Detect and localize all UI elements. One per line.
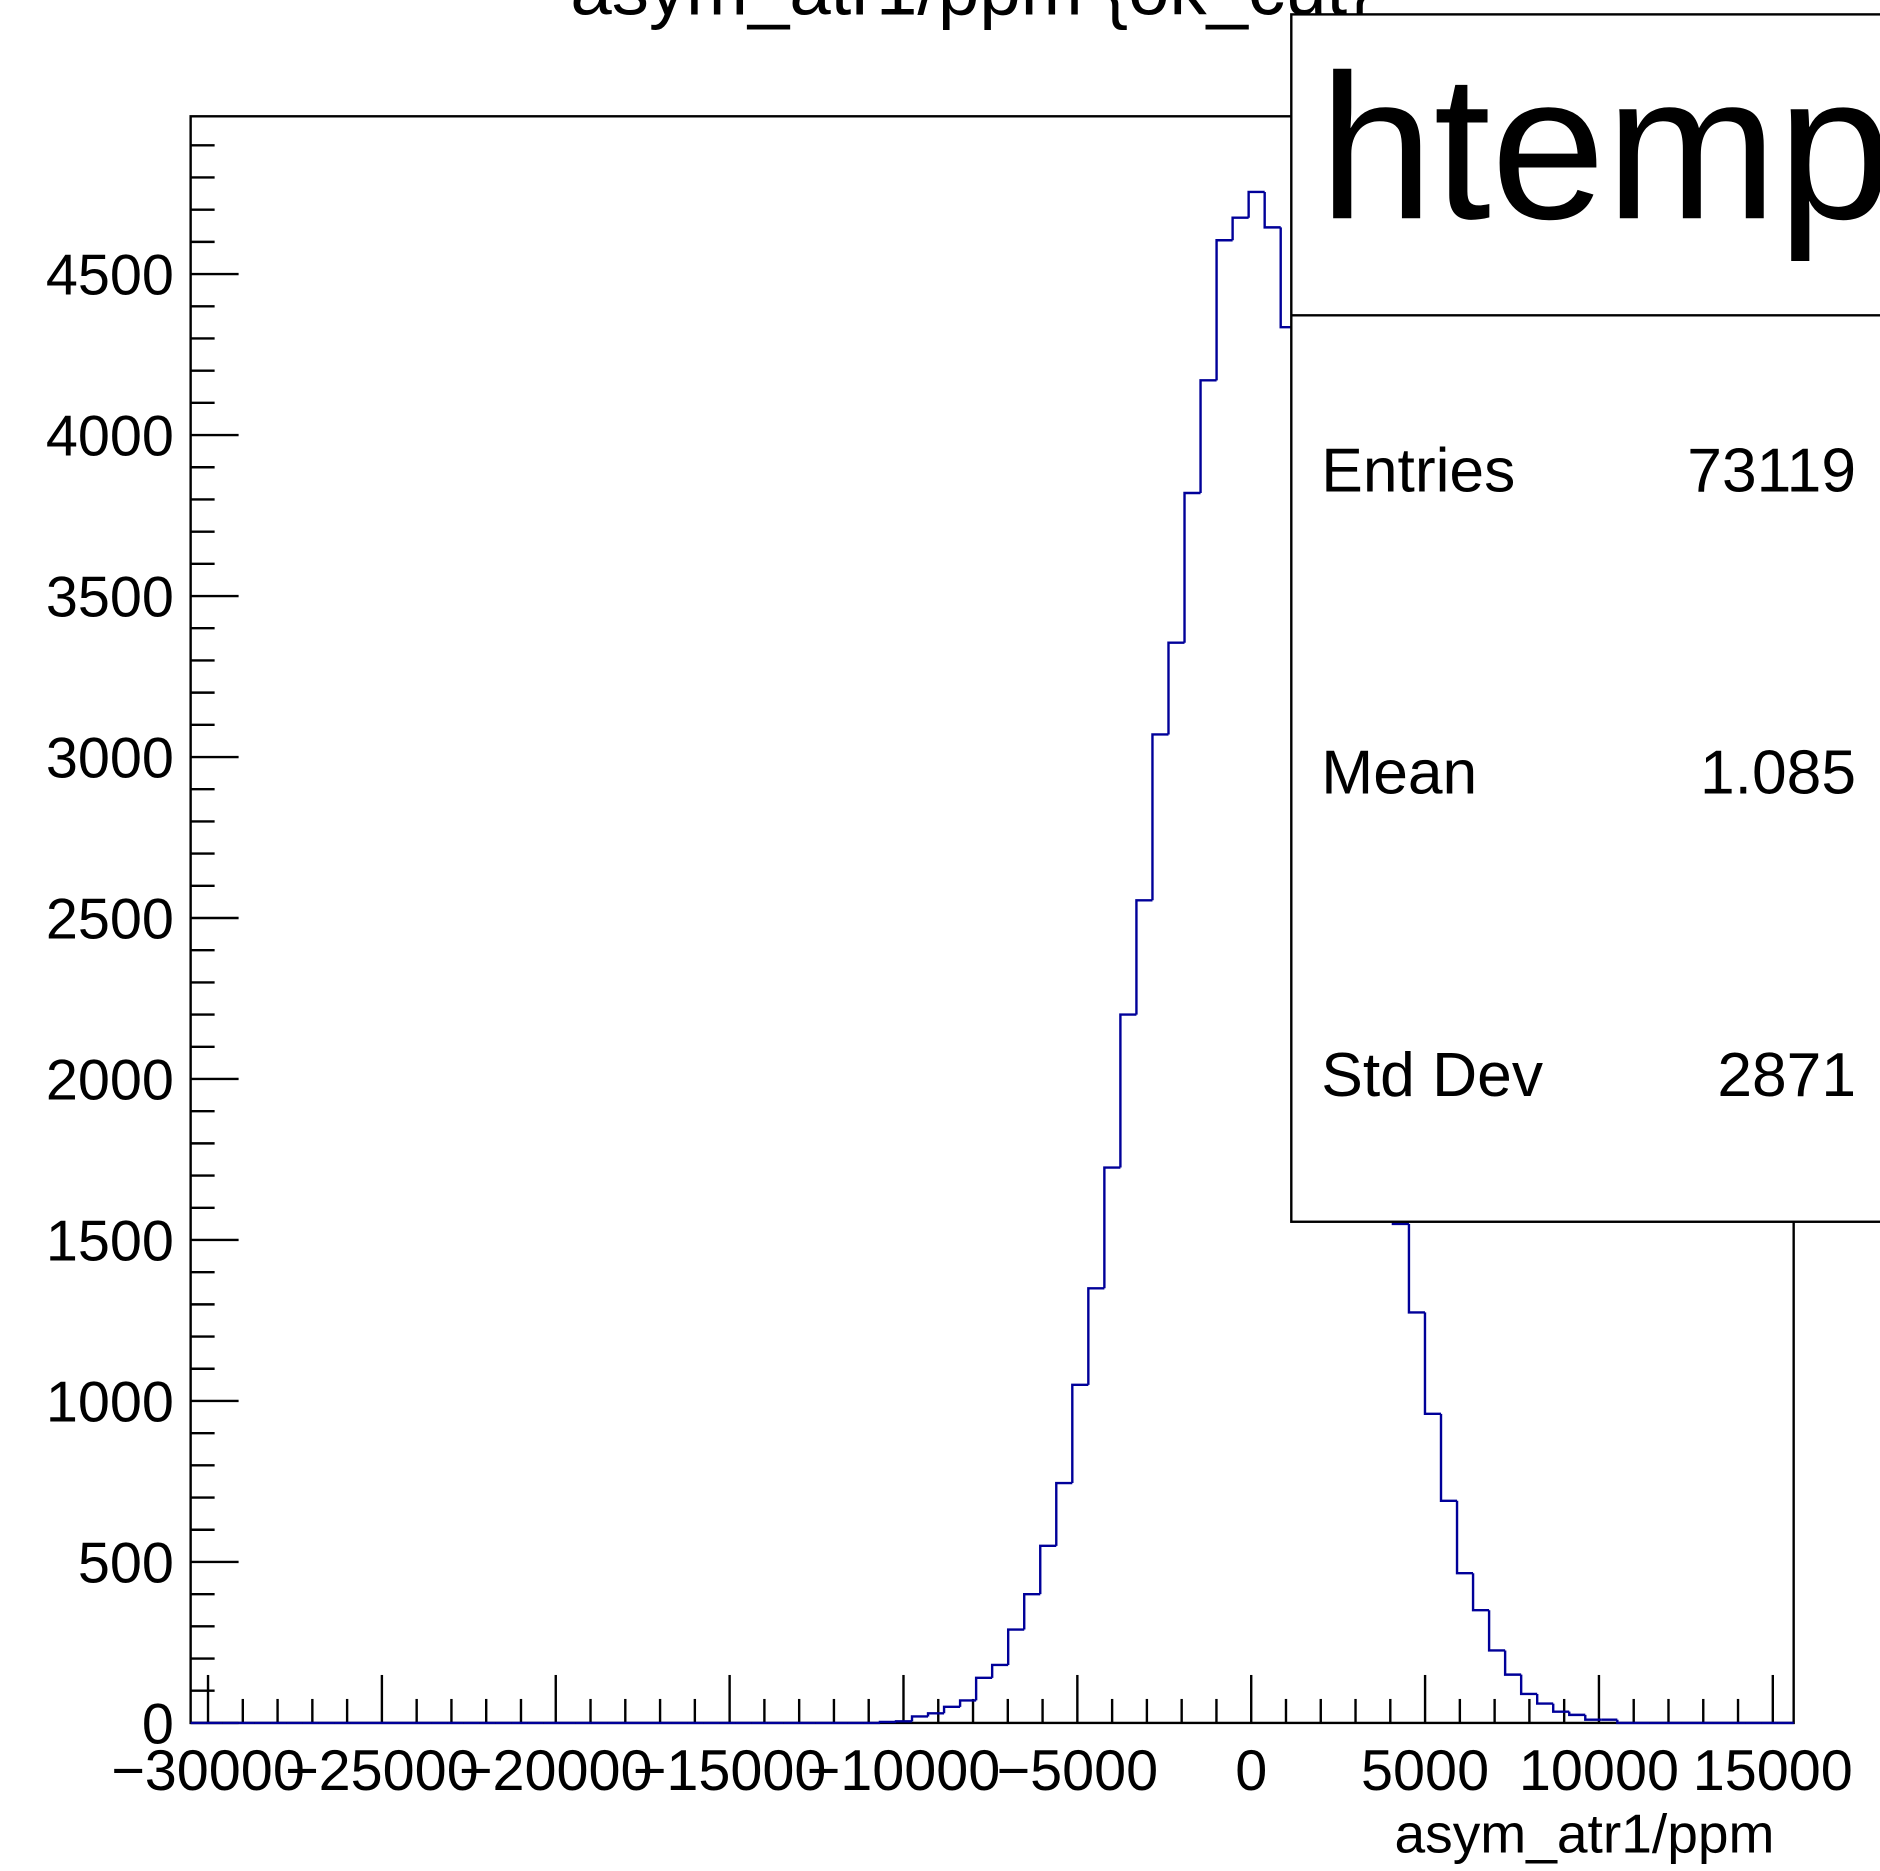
stats-title: htemp	[1319, 31, 1880, 262]
histogram-bin	[1455, 1500, 1474, 1575]
stats-value: 2871	[1717, 1041, 1856, 1110]
histogram-bin	[942, 1705, 961, 1714]
x-tick-label: −30000	[111, 1739, 305, 1803]
histogram-bin	[1087, 1287, 1105, 1385]
histogram-bin	[1471, 1573, 1490, 1612]
histogram-bin	[1023, 1592, 1041, 1630]
x-tick-label: 10000	[1519, 1739, 1679, 1803]
y-tick-label: 1500	[46, 1209, 174, 1273]
histogram-bin	[1616, 1719, 1634, 1725]
y-tick-label: 1000	[46, 1370, 174, 1434]
stats-box	[1290, 13, 1880, 1223]
histogram-bin	[1535, 1693, 1554, 1705]
x-tick-label: −10000	[807, 1739, 1001, 1803]
histogram-bin	[1183, 491, 1201, 643]
histogram-bin	[974, 1676, 993, 1701]
y-tick-label: 3000	[46, 726, 174, 790]
histogram-bin	[1119, 1013, 1137, 1168]
x-tick-label: 5000	[1361, 1739, 1489, 1803]
stats-label: Std Dev	[1321, 1041, 1543, 1110]
chart-title: asym_atr1/ppm {ok_cut}	[570, 0, 1372, 30]
histogram-bin	[910, 1715, 929, 1722]
histogram-bin	[990, 1663, 1009, 1678]
histogram-bin	[894, 1720, 913, 1723]
histogram-bin	[1039, 1544, 1057, 1595]
x-tick-label: −25000	[285, 1739, 479, 1803]
stats-label: Entries	[1321, 437, 1515, 506]
histogram-bin	[1519, 1674, 1538, 1696]
histogram-bin	[958, 1699, 977, 1707]
x-tick-label: −20000	[459, 1739, 653, 1803]
histogram-bin	[1006, 1628, 1025, 1665]
stats-value: 73119	[1687, 437, 1856, 506]
histogram-bin	[926, 1712, 945, 1717]
histogram-bin	[1231, 216, 1249, 241]
x-tick-label: −5000	[997, 1739, 1159, 1803]
histogram-bin	[1071, 1383, 1089, 1484]
histogram-bin	[1439, 1413, 1458, 1502]
histogram-bin	[1552, 1703, 1570, 1713]
x-tick-label: 0	[1235, 1739, 1267, 1803]
histogram-bin	[1151, 733, 1169, 901]
histogram-bin	[1247, 190, 1265, 218]
histogram-bin	[1584, 1714, 1602, 1721]
y-tick-label: 3500	[46, 565, 174, 629]
histogram-bin	[1487, 1610, 1506, 1652]
y-tick-label: 2500	[46, 887, 174, 951]
histogram-bin	[1503, 1650, 1522, 1676]
histogram-bin	[1215, 239, 1233, 381]
histogram-bin	[1167, 641, 1185, 735]
y-tick-label: 0	[142, 1692, 174, 1756]
histogram-bin	[1103, 1166, 1121, 1289]
stats-value: 1.085	[1700, 739, 1856, 808]
histogram-bin	[878, 1720, 896, 1724]
histogram-bin	[1263, 191, 1281, 229]
histogram-bin	[1423, 1312, 1442, 1416]
y-tick-label: 500	[78, 1531, 174, 1595]
y-tick-label: 4000	[46, 404, 174, 468]
y-tick-label: 4500	[46, 243, 174, 307]
x-axis-label: asym_atr1/ppm	[1394, 1802, 1774, 1864]
histogram-bin	[1055, 1481, 1073, 1546]
histogram-bin	[1199, 379, 1217, 494]
x-tick-label: −15000	[633, 1739, 827, 1803]
stats-label: Mean	[1321, 739, 1477, 808]
x-tick-label: 15000	[1693, 1739, 1853, 1803]
y-tick-label: 2000	[46, 1048, 174, 1112]
histogram-bin	[1568, 1711, 1586, 1717]
histogram-bin	[1135, 899, 1153, 1015]
histogram-bin	[1407, 1223, 1425, 1314]
